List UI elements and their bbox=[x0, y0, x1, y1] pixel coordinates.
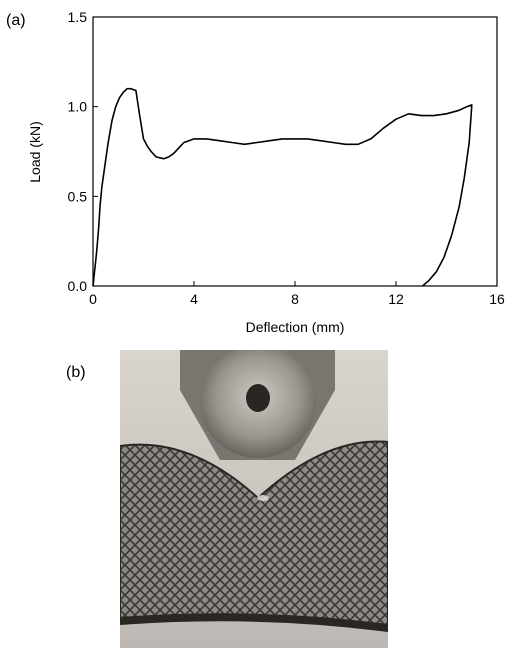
y-tick-label: 1.0 bbox=[68, 99, 88, 115]
indenter-hole bbox=[246, 384, 270, 412]
x-tick-label: 16 bbox=[489, 291, 505, 307]
x-tick-label: 4 bbox=[190, 291, 198, 307]
load-deflection-curve bbox=[92, 87, 473, 287]
x-tick-label: 8 bbox=[291, 291, 299, 307]
chart-series-layer bbox=[92, 87, 473, 287]
x-tick-label: 12 bbox=[388, 291, 404, 307]
beam-bottom-edge bbox=[120, 614, 388, 632]
panel-b-label: (b) bbox=[66, 364, 86, 381]
panel-a-label: (a) bbox=[6, 12, 26, 29]
lattice-beam-photo bbox=[120, 350, 388, 648]
chart-axes bbox=[92, 16, 498, 287]
contact-highlight bbox=[257, 495, 269, 501]
plot-frame bbox=[92, 16, 498, 287]
load-deflection-chart: 0 4 8 12 16 0.0 0.5 1.0 1.5 Deflection (mm) Load… bbox=[27, 9, 505, 335]
y-tick-label: 0.5 bbox=[68, 188, 88, 204]
y-tick-label: 1.5 bbox=[68, 9, 88, 25]
y-tick-label: 0.0 bbox=[68, 278, 88, 294]
y-axis-label: Load (kN) bbox=[27, 121, 43, 182]
x-axis-label: Deflection (mm) bbox=[246, 319, 345, 335]
chart-ticks: 0 4 8 12 16 0.0 0.5 1.0 1.5 bbox=[68, 9, 505, 307]
x-tick-label: 0 bbox=[89, 291, 97, 307]
